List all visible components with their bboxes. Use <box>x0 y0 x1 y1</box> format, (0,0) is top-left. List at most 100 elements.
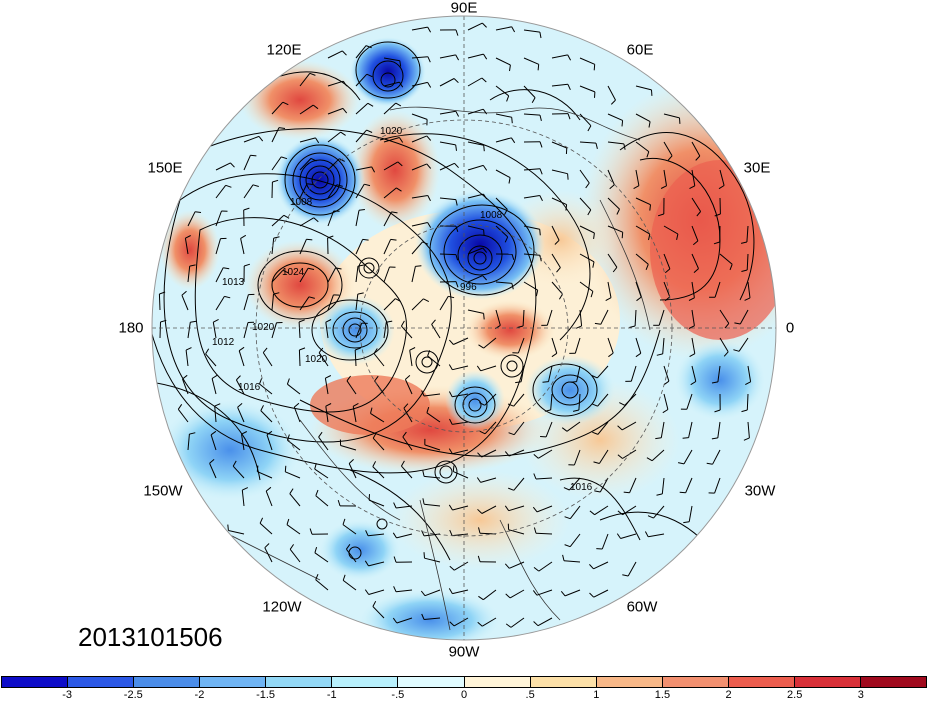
wind-barb-flag <box>399 60 402 67</box>
wind-barb <box>411 81 428 87</box>
wind-barb-flag <box>511 117 513 124</box>
wind-barb-flag <box>318 431 323 438</box>
wind-barb-flag <box>594 322 601 325</box>
wind-barb <box>439 78 455 87</box>
contour-label: 1020 <box>380 126 403 137</box>
wind-barb <box>481 505 497 514</box>
wind-barb <box>293 406 301 423</box>
wind-barb-flag <box>479 402 485 406</box>
wind-barb <box>265 490 273 507</box>
wind-barb <box>520 365 525 382</box>
wind-barb-flag <box>325 319 332 323</box>
wind-barb-flag <box>364 589 370 595</box>
wind-barb-flag <box>232 460 237 467</box>
wind-barb <box>215 184 227 199</box>
wind-barb <box>739 309 749 325</box>
wind-barb-flag <box>623 491 630 494</box>
colorbar-box <box>266 677 333 687</box>
wind-barb-flag <box>337 499 341 507</box>
wind-barb-flag <box>283 214 290 219</box>
wind-barb <box>551 197 567 206</box>
lon-label-90w: 90W <box>448 643 480 661</box>
wind-barb-flag <box>585 182 590 189</box>
wind-barb-flag <box>308 296 315 299</box>
wind-barb-flag <box>181 290 187 296</box>
wind-barb-flag <box>591 375 598 379</box>
wind-barb-flag <box>679 491 686 494</box>
wind-barb <box>383 102 397 115</box>
wind-barb <box>719 309 730 324</box>
wind-barb-flag <box>286 518 290 525</box>
wind-barb-flag <box>281 156 288 160</box>
wind-barb-flag <box>400 460 405 467</box>
wind-barb-flag <box>590 291 594 298</box>
wind-barb <box>370 412 385 423</box>
wind-barb <box>452 421 469 425</box>
wind-barb <box>495 57 511 66</box>
colorbar-tick-label: 3 <box>857 689 864 701</box>
wind-barb-flag <box>572 409 580 412</box>
wind-barb <box>453 337 469 345</box>
wind-barb <box>439 197 456 201</box>
wind-barb <box>607 85 616 101</box>
wind-barb-flag <box>595 142 598 150</box>
wind-barb-flag <box>374 375 379 382</box>
contour-label: 1013 <box>222 277 245 288</box>
lon-label-120w: 120W <box>262 598 302 616</box>
wind-barb <box>299 158 312 171</box>
wind-barb-flag <box>427 82 432 88</box>
wind-barb <box>629 477 637 493</box>
wind-barb-flag <box>729 264 733 271</box>
wind-barb <box>467 108 484 115</box>
wind-barb-flag <box>256 465 259 472</box>
wind-barb-flag <box>478 344 484 349</box>
wind-barb <box>232 465 245 479</box>
wind-barb-flag <box>504 451 510 457</box>
wind-barb <box>424 589 441 597</box>
wind-barb <box>411 266 416 283</box>
wind-barb-flag <box>610 99 616 105</box>
wind-barb-flag <box>370 407 373 414</box>
wind-barb <box>467 275 483 283</box>
wind-barb <box>509 561 525 569</box>
wind-barb <box>691 197 702 212</box>
colorbar-tick-labels: -3 -2.5 -2 -1.5 -1 -.5 0 .5 1 1.5 2 2.5 3 <box>1 689 927 702</box>
wind-barb-flag <box>511 26 516 33</box>
wind-barb-flag <box>539 195 543 202</box>
wind-barb-flag <box>160 319 167 323</box>
wind-barb-flag <box>724 323 730 329</box>
wind-barb-flag <box>421 390 425 397</box>
wind-barb-flag <box>544 409 551 412</box>
wind-barb-flag <box>315 574 319 580</box>
wind-barb <box>327 294 334 311</box>
wind-barb-flag <box>623 143 626 150</box>
wind-barb <box>235 379 245 395</box>
wind-barb-flag <box>567 113 571 120</box>
wind-barb <box>513 421 525 436</box>
wind-barb <box>289 493 301 507</box>
wind-barb-flag <box>508 432 515 436</box>
wind-barb <box>635 113 651 123</box>
wind-barb <box>467 247 483 255</box>
wind-barb-flag <box>510 137 516 144</box>
wind-barb <box>439 296 449 311</box>
wind-barb-flag <box>259 378 263 385</box>
wind-barb <box>688 505 693 522</box>
wind-barb-flag <box>315 489 319 496</box>
wind-barb-flag <box>195 211 202 213</box>
wind-barb-flag <box>648 233 651 241</box>
wind-barb-flag <box>448 448 453 454</box>
wind-barb <box>355 294 359 311</box>
wind-barb <box>579 113 592 127</box>
wind-barb-flag <box>593 461 600 464</box>
wind-barb <box>372 466 385 479</box>
wind-barb <box>411 135 427 143</box>
wind-barb <box>746 225 749 243</box>
wind-barb <box>327 267 337 283</box>
colorbar-box <box>861 677 927 687</box>
wind-barb <box>686 393 693 410</box>
wind-barb-flag <box>449 418 453 425</box>
wind-barb <box>635 281 642 298</box>
wind-barb <box>467 141 484 146</box>
wind-barb-flag <box>575 325 582 329</box>
